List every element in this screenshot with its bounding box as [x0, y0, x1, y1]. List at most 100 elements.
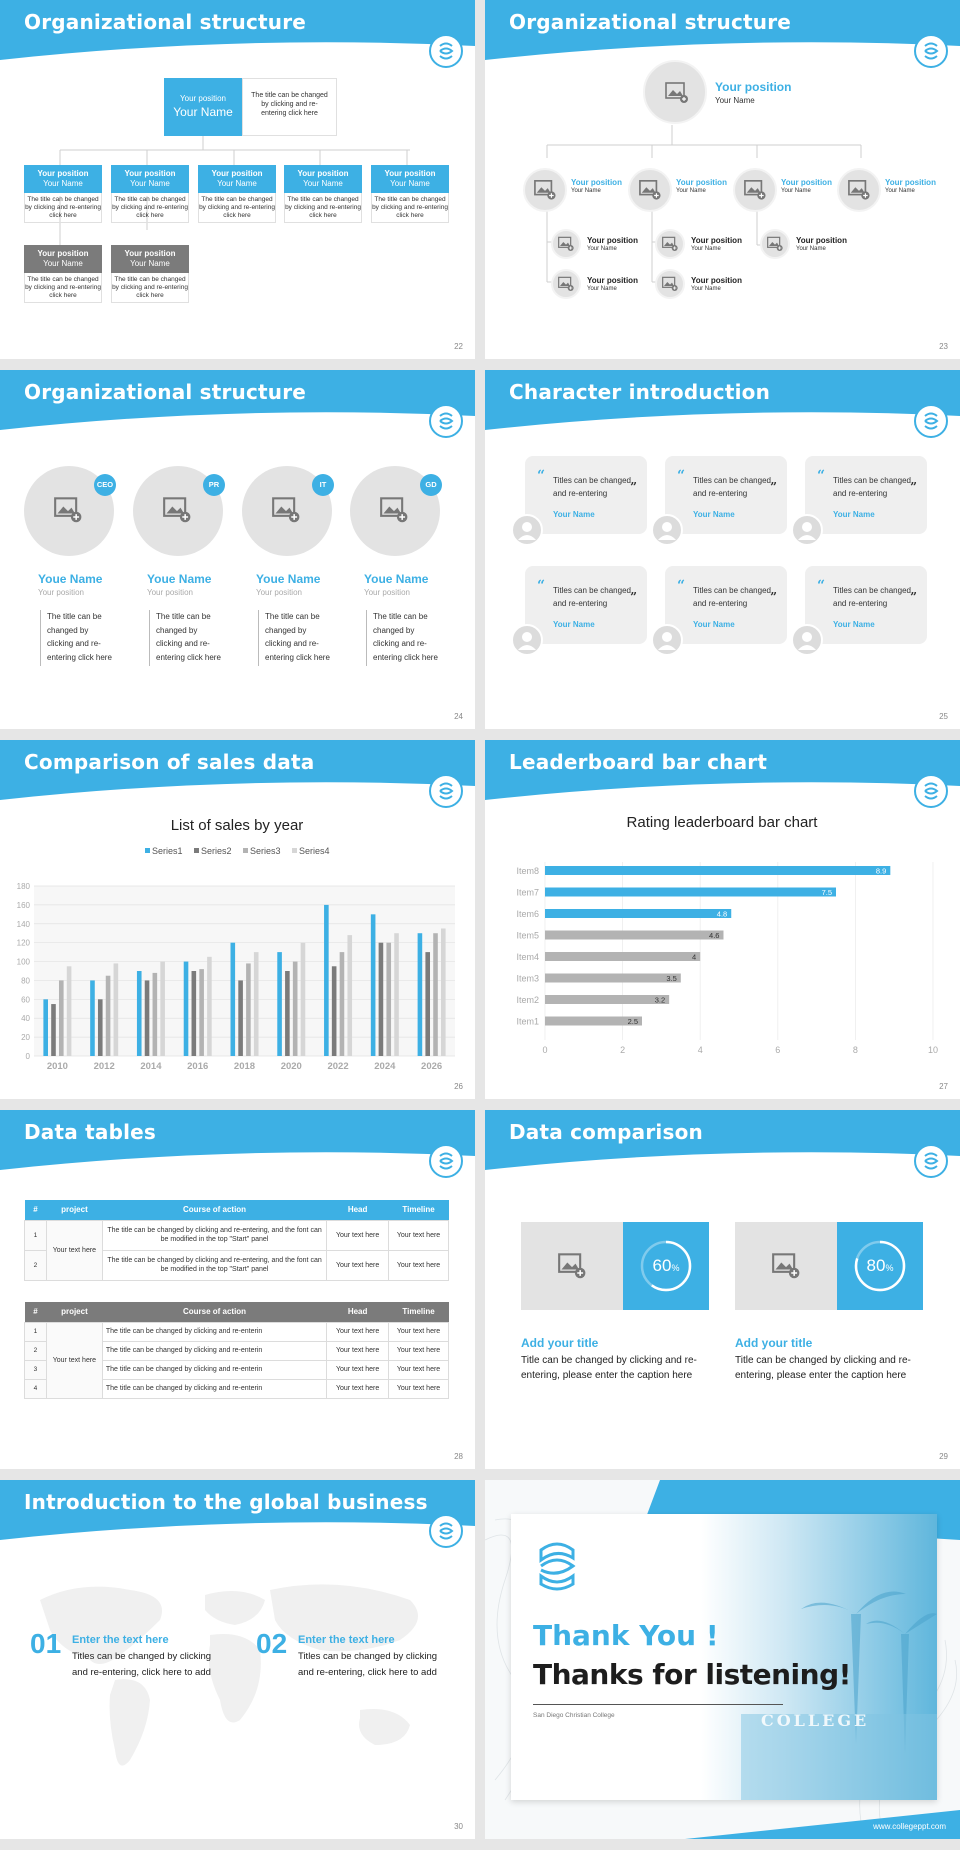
bar-series2-2010: [51, 1004, 56, 1056]
top-position-box[interactable]: Your position Your Name: [164, 78, 242, 136]
slide-title: Character introduction: [509, 380, 771, 404]
bar-series1-2026: [417, 933, 423, 1056]
card-text: Titles can be changed and re-entering: [833, 476, 911, 498]
head-cell: Your text here: [326, 1340, 390, 1361]
name-label: Your Name: [303, 179, 343, 188]
position-box[interactable]: Your position Your Name: [198, 165, 276, 193]
card-name: Your Name: [693, 510, 735, 519]
character-card[interactable]: “ ” Titles can be changed and re-entering Y…: [805, 566, 927, 644]
data-table-2: # project Course of action Head Timeline 1 You…: [24, 1302, 449, 1399]
position-box[interactable]: Your position Your Name: [371, 165, 449, 193]
slide-30[interactable]: Introduction to the global business 01 En…: [0, 1480, 475, 1839]
slide-24[interactable]: Organizational structure CEO Youe Name You…: [0, 370, 475, 729]
bar-series3-2020: [292, 961, 298, 1056]
table-row: 2 The title can be changed by clicking an…: [24, 1340, 449, 1361]
card-text: Titles can be changed and re-entering: [553, 476, 631, 498]
slide-23[interactable]: Organizational structure Your position Y…: [485, 0, 960, 359]
bar-series4-2018: [253, 952, 259, 1056]
college-logo-icon: [429, 404, 463, 438]
photo-placeholder[interactable]: [551, 229, 581, 259]
data-label: 4: [692, 953, 696, 962]
position-box[interactable]: Your position Your Name: [111, 165, 189, 193]
card-name: Your Name: [833, 510, 875, 519]
table-row: 1 Your text here The title can be changed …: [24, 1321, 449, 1399]
bar-item1: [545, 1016, 642, 1026]
slide-28[interactable]: Data tables # project Course of action Head…: [0, 1110, 475, 1469]
role-badge: IT: [312, 474, 334, 496]
website-link[interactable]: www.collegeppt.com: [873, 1822, 946, 1831]
project-cell: Your text here: [45, 1321, 103, 1399]
column-header: Course of action: [102, 1200, 327, 1220]
photo-placeholder[interactable]: [837, 168, 881, 212]
bar-series1-2022: [324, 904, 329, 1056]
image-placeholder-icon: [380, 497, 408, 523]
open-quote-icon: “: [537, 578, 546, 594]
y-tick-label: Item4: [516, 952, 539, 962]
column-header: Timeline: [388, 1302, 449, 1322]
top-photo-placeholder[interactable]: [643, 60, 707, 124]
photo-placeholder[interactable]: [523, 168, 567, 212]
college-logo-icon: [914, 1144, 948, 1178]
open-quote-icon: “: [537, 468, 546, 484]
photo-placeholder[interactable]: [733, 168, 777, 212]
legend-label: Series2: [201, 846, 232, 856]
y-tick-label: 20: [21, 1033, 30, 1042]
item-desc: Titles can be changed by clicking and re…: [298, 1651, 438, 1678]
row-number: 1: [24, 1219, 47, 1251]
position-label: Your position: [781, 178, 832, 187]
image-placeholder-icon: [272, 497, 300, 523]
position-box[interactable]: Your position Your Name: [24, 245, 102, 273]
photo-placeholder[interactable]: [655, 269, 685, 299]
x-tick-label: 0: [542, 1045, 547, 1055]
column-header: Course of action: [102, 1302, 327, 1322]
character-card[interactable]: “ ” Titles can be changed and re-entering Y…: [665, 566, 787, 644]
role-badge: CEO: [94, 474, 116, 496]
image-placeholder[interactable]: [735, 1222, 837, 1310]
y-tick-label: Item2: [516, 995, 539, 1005]
position-box[interactable]: Your position Your Name: [284, 165, 362, 193]
data-label: 4.8: [717, 910, 727, 919]
slide-22[interactable]: Organizational structure Your position Y…: [0, 0, 475, 359]
position-box[interactable]: Your position Your Name: [24, 165, 102, 193]
item-desc: Title can be changed by clicking and re-…: [521, 1355, 697, 1381]
photo-placeholder[interactable]: [655, 229, 685, 259]
photo-placeholder[interactable]: [551, 269, 581, 299]
slide-31[interactable]: COLLEGE Thank You ! Thanks for listening…: [485, 1480, 960, 1839]
timeline-cell: Your text here: [388, 1249, 449, 1281]
page-number: 24: [454, 712, 463, 721]
photo-placeholder[interactable]: [628, 168, 672, 212]
character-card[interactable]: “ ” Titles can be changed and re-entering Y…: [525, 456, 647, 534]
photo-placeholder[interactable]: [760, 229, 790, 259]
position-box[interactable]: Your position Your Name: [111, 245, 189, 273]
slide-27[interactable]: Leaderboard bar chart Rating leaderboard…: [485, 740, 960, 1099]
position-label: Your position: [885, 178, 936, 187]
y-tick-label: Item7: [516, 888, 539, 898]
legend-label: Series4: [299, 846, 330, 856]
header-band: [0, 370, 475, 430]
bar-series1-2012: [90, 980, 95, 1056]
listening-heading: Thanks for listening!: [533, 1658, 851, 1691]
row-number: 2: [24, 1249, 47, 1281]
image-placeholder[interactable]: [521, 1222, 623, 1310]
position-desc: The title can be changed by clicking and…: [284, 193, 362, 223]
slide-29[interactable]: Data comparison 60% Add your title Title c…: [485, 1110, 960, 1469]
header-band: [485, 1110, 960, 1170]
slide-title: Data tables: [24, 1120, 157, 1144]
person-desc: The title can be changed by clicking and…: [149, 610, 225, 666]
character-card[interactable]: “ ” Titles can be changed and re-entering Y…: [665, 456, 787, 534]
bar-series4-2014: [160, 961, 165, 1056]
name-label: Your Name: [781, 188, 811, 194]
bar-series3-2018: [246, 963, 251, 1056]
character-card[interactable]: “ ” Titles can be changed and re-entering Y…: [525, 566, 647, 644]
x-tick-label: 2014: [140, 1061, 162, 1072]
percent-label: 80%: [837, 1256, 923, 1276]
character-card[interactable]: “ ” Titles can be changed and re-entering Y…: [805, 456, 927, 534]
slide-26[interactable]: Comparison of sales data List of sales b…: [0, 740, 475, 1099]
name-label: Your Name: [676, 188, 706, 194]
timeline-cell: Your text here: [388, 1359, 449, 1380]
x-tick-label: 2022: [327, 1061, 348, 1072]
data-label: 8.9: [876, 867, 886, 876]
name-label: Your Name: [130, 259, 170, 268]
slide-25[interactable]: Character introduction “” Titles can be c…: [485, 370, 960, 729]
header-band: [485, 0, 960, 60]
